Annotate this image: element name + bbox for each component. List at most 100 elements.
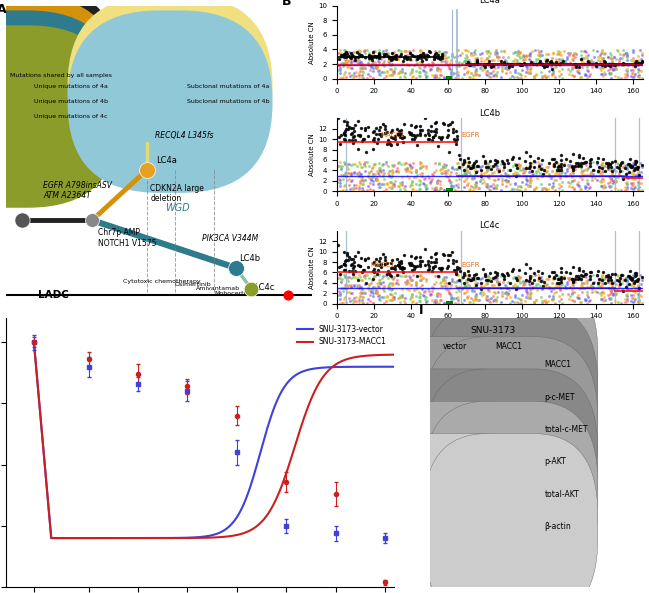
Point — [480, 67, 491, 76]
Point — [538, 165, 548, 174]
Point — [499, 59, 509, 69]
Point — [607, 166, 617, 176]
Point — [622, 163, 632, 173]
Point — [571, 158, 582, 168]
Point — [485, 72, 496, 82]
Point — [580, 295, 591, 305]
Point — [549, 272, 559, 282]
Point — [414, 62, 424, 72]
Point — [463, 160, 474, 169]
Point — [415, 159, 426, 168]
Point — [428, 171, 438, 180]
Point — [518, 280, 528, 290]
Point — [368, 298, 378, 308]
Point — [405, 49, 415, 58]
Point — [335, 66, 345, 75]
Point — [347, 73, 358, 82]
Point — [410, 253, 421, 262]
Point — [397, 59, 407, 69]
Point — [486, 60, 496, 70]
Point — [436, 133, 447, 142]
Point — [394, 69, 404, 78]
Point — [406, 128, 417, 138]
Point — [539, 54, 550, 63]
Point — [461, 60, 472, 69]
Point — [535, 168, 545, 178]
Point — [622, 56, 633, 65]
Point — [514, 273, 524, 283]
Point — [487, 168, 497, 177]
Point — [431, 296, 441, 305]
Point — [369, 267, 379, 276]
Point — [594, 56, 605, 65]
Point — [349, 180, 359, 190]
Point — [363, 279, 374, 289]
Point — [352, 168, 362, 177]
Point — [622, 289, 633, 299]
Point — [357, 73, 367, 82]
Point — [626, 162, 636, 172]
Point — [628, 72, 639, 81]
Point — [337, 74, 347, 83]
Point — [605, 289, 615, 299]
Point — [582, 62, 592, 72]
Point — [439, 56, 450, 66]
Point — [548, 171, 558, 181]
Point — [443, 251, 453, 260]
Point — [489, 288, 499, 297]
Point — [447, 164, 457, 173]
Point — [490, 181, 500, 191]
Point — [374, 291, 384, 300]
Point — [576, 158, 586, 168]
Point — [471, 178, 482, 188]
Point — [458, 70, 469, 79]
Point — [384, 269, 394, 278]
Point — [585, 295, 595, 304]
Point — [580, 269, 590, 279]
Point — [355, 57, 365, 66]
Point — [490, 69, 500, 79]
Point — [481, 271, 491, 280]
Point — [520, 71, 531, 81]
Point — [437, 161, 448, 171]
Point — [520, 167, 530, 176]
Point — [581, 164, 591, 174]
Point — [349, 47, 359, 57]
Point — [512, 275, 522, 285]
FancyBboxPatch shape — [370, 337, 545, 522]
Point — [611, 289, 621, 298]
Point — [427, 286, 437, 296]
Point — [512, 294, 522, 303]
Point — [603, 273, 613, 282]
Point — [583, 179, 593, 189]
Point — [561, 165, 572, 174]
Point — [395, 260, 405, 270]
Text: total-AKT: total-AKT — [545, 490, 580, 499]
Point — [545, 291, 555, 301]
Point — [415, 50, 426, 59]
Point — [360, 125, 370, 134]
Point — [451, 269, 461, 279]
Point — [399, 46, 410, 56]
Point — [554, 273, 564, 283]
Point — [529, 162, 539, 172]
Point — [613, 60, 623, 69]
Point — [471, 294, 481, 304]
Point — [342, 120, 352, 129]
Point — [355, 66, 365, 75]
Point — [469, 66, 480, 76]
Point — [389, 294, 399, 303]
Point — [346, 254, 356, 264]
Point — [500, 282, 511, 291]
Point — [429, 185, 439, 195]
Point — [367, 173, 378, 182]
Point — [552, 278, 563, 288]
Point — [483, 172, 493, 181]
Point — [457, 49, 467, 58]
Point — [546, 183, 557, 192]
Point — [599, 274, 609, 283]
Point — [597, 161, 607, 170]
Point — [470, 68, 480, 78]
Point — [373, 168, 383, 178]
Point — [446, 180, 456, 190]
